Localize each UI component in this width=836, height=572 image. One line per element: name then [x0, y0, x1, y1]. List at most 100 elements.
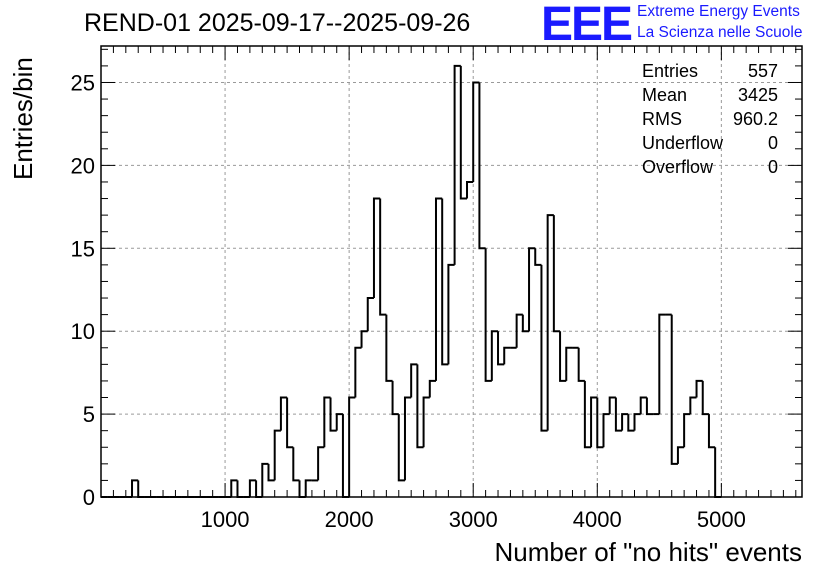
- stats-value: 3425: [737, 85, 778, 105]
- histogram-bin: [645, 397, 654, 416]
- histogram-bin: [714, 447, 722, 498]
- histogram-bin: [534, 248, 542, 266]
- stats-label: RMS: [642, 109, 682, 129]
- histogram-title: REND-01 2025-09-17--2025-09-26: [84, 9, 471, 37]
- histogram-bin: [608, 396, 616, 415]
- histogram-bin: [273, 429, 281, 481]
- histogram-bin: [428, 379, 436, 398]
- histogram-bin: [497, 331, 505, 366]
- stats-label: Mean: [642, 85, 688, 105]
- histogram-bin: [490, 330, 499, 381]
- histogram-bin: [552, 215, 561, 333]
- histogram-bin: [403, 396, 412, 481]
- histogram-bin: [515, 313, 523, 348]
- histogram-bin: [323, 396, 331, 448]
- y-axis-label: Entries/bin: [8, 57, 38, 180]
- histogram-bin: [627, 414, 635, 432]
- stats-row-mean: Mean 3425: [642, 83, 778, 107]
- stats-label: Entries: [642, 61, 699, 81]
- x-tick-label: 4000: [573, 507, 622, 532]
- histogram-bin: [596, 397, 604, 449]
- histogram-bin: [261, 462, 269, 497]
- histogram-bin: [360, 330, 368, 348]
- x-axis-label: Number of "no hits" events: [494, 537, 803, 567]
- histogram-bin: [372, 197, 381, 299]
- histogram-bin: [441, 198, 449, 366]
- histogram-bin: [478, 82, 486, 250]
- y-tick-label: 15: [71, 236, 95, 261]
- histogram-bin: [621, 413, 629, 431]
- stats-value: 960.2: [732, 109, 778, 129]
- histogram-bin: [348, 396, 356, 497]
- histogram-bin: [434, 197, 443, 381]
- histogram-bin: [546, 214, 554, 431]
- histogram-bin: [590, 396, 598, 448]
- histogram-bin: [670, 314, 678, 465]
- histogram-bin: [422, 396, 430, 448]
- histogram-bin: [658, 313, 666, 415]
- stats-row-overflow: Overflow 0: [642, 155, 778, 179]
- histogram-bin: [503, 346, 511, 365]
- logo-subtitle-1: Extreme Energy Events: [637, 3, 800, 20]
- axes-frame: [100, 45, 803, 498]
- y-tick-label: 25: [71, 70, 95, 95]
- histogram-bin: [286, 397, 294, 449]
- histogram-bin: [385, 314, 393, 382]
- tick-labels: 1000 2000 3000 4000 5000 0 5 10 15 20 25: [71, 70, 746, 532]
- histogram-bin: [583, 380, 592, 449]
- histogram-bin: [397, 414, 405, 482]
- histogram-bin: [707, 414, 716, 449]
- axis-ticks: [101, 46, 802, 497]
- y-tick-label: 10: [71, 319, 95, 344]
- histogram-bin: [131, 479, 139, 497]
- histogram-bin: [236, 480, 244, 498]
- histogram-bin: [379, 198, 387, 316]
- y-tick-label: 20: [71, 153, 95, 178]
- histogram-bin: [391, 380, 399, 416]
- histogram-bin: [528, 247, 536, 332]
- histogram-bin: [279, 396, 288, 431]
- histogram-bin: [559, 331, 567, 382]
- histogram-bin: [701, 380, 709, 416]
- histogram-bars: [101, 64, 722, 498]
- histogram-bin: [676, 446, 685, 464]
- histogram-bin: [602, 413, 610, 448]
- x-tick-label: 5000: [697, 507, 746, 532]
- histogram-bin: [577, 347, 585, 382]
- histogram-bin: [335, 413, 343, 431]
- y-tick-label: 0: [83, 485, 95, 510]
- plot-frame: [100, 45, 803, 498]
- histogram-bin: [292, 447, 300, 482]
- stats-value: 0: [767, 133, 778, 153]
- histogram-bin: [410, 363, 418, 398]
- histogram-bin: [447, 263, 455, 365]
- histogram-bin: [484, 248, 492, 382]
- histogram-bin: [366, 297, 374, 332]
- histogram-bin: [639, 396, 647, 415]
- histogram-bin: [565, 346, 573, 381]
- histogram-bin: [230, 479, 238, 497]
- histogram-bin: [466, 180, 474, 199]
- histogram-bin: [329, 397, 337, 432]
- histogram-bin: [540, 264, 548, 432]
- histogram-bin: [614, 397, 623, 432]
- histogram-bin: [683, 413, 691, 448]
- x-tick-label: 3000: [449, 507, 498, 532]
- histogram-bin: [267, 463, 275, 482]
- histogram-bin: [304, 479, 312, 497]
- x-tick-label: 2000: [325, 507, 374, 532]
- histogram-bin: [137, 480, 145, 498]
- histogram-bin: [695, 379, 703, 398]
- eee-logo: EEE: [541, 0, 633, 51]
- histogram-bin: [317, 446, 325, 481]
- logo-subtitle-2: La Scienza nelle Scuole: [637, 24, 803, 41]
- histogram-bin: [453, 64, 461, 265]
- stats-row-rms: RMS 960.2: [642, 107, 778, 131]
- y-tick-label: 5: [83, 402, 95, 427]
- stats-box: Entries 557 Mean 3425 RMS 960.2 Underflo…: [642, 59, 778, 179]
- stats-row-underflow: Underflow 0: [642, 131, 778, 155]
- stats-value: 557: [747, 61, 778, 81]
- stats-value: 0: [767, 157, 778, 177]
- x-tick-label: 1000: [201, 507, 250, 532]
